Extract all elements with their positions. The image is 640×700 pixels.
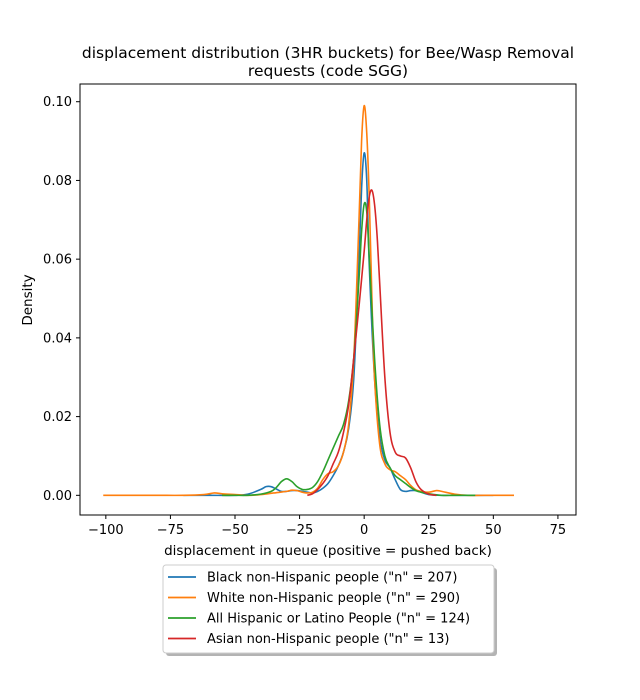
- legend-label-3: All Hispanic or Latino People ("n" = 124…: [207, 612, 470, 627]
- x-tick-label: 75: [550, 523, 567, 538]
- x-tick-label: −25: [286, 523, 313, 538]
- legend-label-4: Asian non-Hispanic people ("n" = 13): [207, 632, 450, 647]
- y-tick-label: 0.06: [43, 253, 72, 268]
- legend: Black non-Hispanic people ("n" = 207) Whi…: [162, 564, 497, 656]
- x-tick-label: 50: [485, 523, 502, 538]
- x-tick-label: −100: [88, 523, 124, 538]
- legend-label-1: Black non-Hispanic people ("n" = 207): [207, 571, 457, 586]
- plot-frame: [79, 83, 577, 516]
- x-tick-label: −50: [221, 523, 248, 538]
- series-line-4: [307, 189, 437, 497]
- series-line-2: [103, 104, 514, 497]
- y-tick-label: 0.04: [43, 331, 72, 346]
- plot-lines: [103, 104, 514, 497]
- series-line-1: [183, 152, 494, 497]
- chart-title-line2: requests (code SGG): [248, 62, 408, 80]
- x-axis-ticks: −100 −75 −50 −25 0 25 50 75: [88, 515, 566, 538]
- legend-label-2: White non-Hispanic people ("n" = 290): [207, 591, 460, 606]
- y-tick-label: 0.10: [43, 95, 72, 110]
- x-axis-label: displacement in queue (positive = pushed…: [164, 543, 492, 559]
- y-axis-ticks: 0.00 0.02 0.04 0.06 0.08 0.10: [43, 95, 80, 504]
- x-tick-label: −75: [157, 523, 184, 538]
- x-tick-label: 25: [420, 523, 437, 538]
- y-axis-label: Density: [20, 274, 36, 325]
- series-line-3: [222, 201, 476, 497]
- legend-items: Black non-Hispanic people ("n" = 207) Whi…: [168, 571, 470, 647]
- y-tick-label: 0.00: [43, 489, 72, 504]
- y-tick-label: 0.02: [43, 410, 72, 425]
- y-tick-label: 0.08: [43, 174, 72, 189]
- legend-box: [162, 564, 495, 654]
- chart-title-line1: displacement distribution (3HR buckets) …: [82, 44, 574, 62]
- x-tick-label: 0: [360, 523, 368, 538]
